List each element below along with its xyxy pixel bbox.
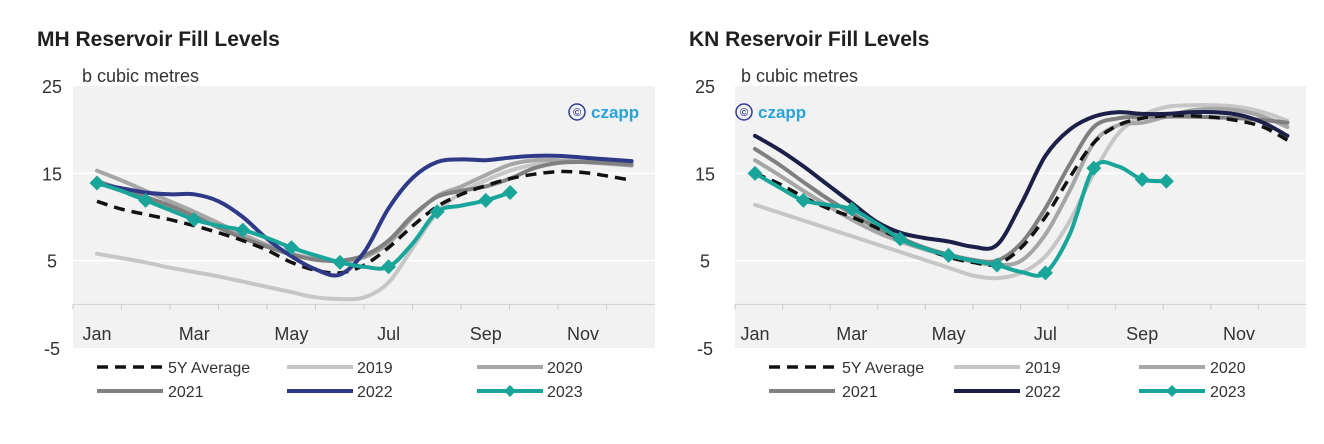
series-marker-2023 <box>478 192 494 208</box>
series-marker-2023 <box>1086 160 1102 176</box>
series-marker-2023 <box>429 204 445 220</box>
chart-title: KN Reservoir Fill Levels <box>689 28 930 51</box>
y-tick-label: 25 <box>695 77 715 97</box>
watermark-text: czapp <box>758 103 806 122</box>
legend-label: 2019 <box>1025 360 1061 377</box>
mh-chart-panel: MH Reservoir Fill Levels 25 15 5 -5 Jan Mar Ma… <box>37 28 655 401</box>
mh-chart-svg: 25 15 5 -5 Jan Mar May Jul Sep Nov b cubic metres ©… <box>42 66 655 401</box>
series-marker-2023 <box>1134 171 1150 187</box>
series-marker-2023 <box>138 192 154 208</box>
series-marker-2023 <box>186 212 202 228</box>
series-line-2022 <box>95 153 634 278</box>
watermark-text: czapp <box>591 103 639 122</box>
series-marker-2023 <box>941 247 957 263</box>
y-axis-label: b cubic metres <box>82 66 199 86</box>
x-tick-label: Nov <box>1223 324 1255 344</box>
czapp-watermark: © czapp <box>568 103 639 122</box>
series-marker-2023 <box>1037 265 1053 281</box>
x-tick-label: Jul <box>377 324 400 344</box>
x-tick-label: May <box>932 324 966 344</box>
series-marker-2023 <box>381 259 397 275</box>
series-marker-2023 <box>892 231 908 247</box>
series-marker-2023 <box>795 192 811 208</box>
legend-label: 2023 <box>547 384 583 401</box>
legend-label: 5Y Average <box>842 360 924 377</box>
legend-label: 2020 <box>547 360 583 377</box>
legend-label: 5Y Average <box>168 360 250 377</box>
legend-label: 2019 <box>357 360 393 377</box>
y-tick-label: -5 <box>44 339 60 359</box>
czapp-watermark: © czapp <box>735 103 806 122</box>
legend-label: 2021 <box>842 384 878 401</box>
kn-chart-panel: KN Reservoir Fill Levels 25 15 5 -5 Jan Mar Ma… <box>662 0 1324 444</box>
x-tick-label: Jul <box>1034 324 1057 344</box>
kn-chart-svg: 25 15 5 -5 Jan Mar May Jul Sep Nov b cubic metres ©… <box>695 66 1306 401</box>
y-tick-label: 25 <box>42 77 62 97</box>
legend-label: 2021 <box>168 384 204 401</box>
y-tick-label: 15 <box>42 164 62 184</box>
legend-label: 2022 <box>357 384 393 401</box>
series-marker-2023 <box>332 254 348 270</box>
x-tick-label: Jan <box>82 324 111 344</box>
legend-marker <box>504 385 516 397</box>
y-tick-label: 5 <box>700 252 710 272</box>
legend: 5Y Average 2019 2020 2021 2022 2023 <box>97 360 583 401</box>
series-line-2021 <box>95 159 634 263</box>
legend: 5Y Average 2019 2020 2021 2022 2023 <box>769 360 1246 401</box>
x-tick-label: Sep <box>470 324 502 344</box>
x-tick-label: Nov <box>567 324 599 344</box>
series-marker-2023 <box>235 222 251 238</box>
series-marker-2023 <box>844 201 860 217</box>
series-line-2019 <box>95 158 634 302</box>
svg-text:©: © <box>740 107 748 119</box>
series-marker-2023 <box>747 165 763 181</box>
y-axis-label: b cubic metres <box>741 66 858 86</box>
svg-text:©: © <box>573 107 581 119</box>
series-line-2022 <box>753 109 1290 251</box>
series-line-5y-average <box>754 113 1289 267</box>
legend-label: 2022 <box>1025 384 1061 401</box>
series-marker-2023 <box>989 257 1005 273</box>
series-marker-2023 <box>283 240 299 256</box>
y-tick-label: 15 <box>695 164 715 184</box>
x-tick-label: Mar <box>836 324 867 344</box>
x-tick-label: Mar <box>179 324 210 344</box>
x-tick-label: Sep <box>1126 324 1158 344</box>
series-marker-2023 <box>89 175 105 191</box>
series-marker-2023 <box>1158 173 1174 189</box>
y-tick-label: 5 <box>47 252 57 272</box>
x-tick-label: May <box>274 324 308 344</box>
legend-label: 2020 <box>1210 360 1246 377</box>
legend-marker <box>1166 385 1178 397</box>
series-marker-2023 <box>502 185 518 201</box>
x-tick-label: Jan <box>740 324 769 344</box>
chart-title: MH Reservoir Fill Levels <box>37 28 280 51</box>
y-tick-label: -5 <box>697 339 713 359</box>
legend-label: 2023 <box>1210 384 1246 401</box>
